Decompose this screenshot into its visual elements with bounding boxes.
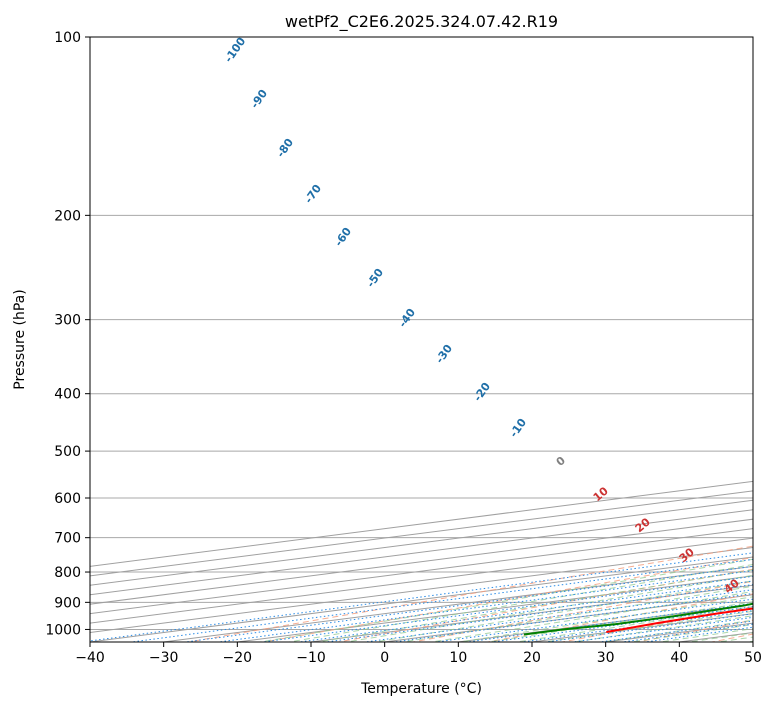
y-tick-label: 100 [54,30,81,46]
moist-adiabat-line [285,564,753,642]
x-tick-label: 40 [670,650,688,666]
x-tick-label: 0 [380,650,389,666]
moist-adiabat-label: 30 [677,545,697,565]
x-tick-label: −40 [75,650,105,666]
background-lines [90,37,753,642]
mixing-ratio-line [518,610,753,642]
moist-adiabat-line [257,558,753,642]
dry-adiabat-label: -30 [433,342,455,366]
x-tick-label: 50 [744,650,762,666]
mixing-ratio-line [432,598,753,642]
dry-adiabat-line [709,633,753,642]
dry-adiabat-label: -80 [274,136,296,160]
dry-adiabat-line [559,606,753,642]
moist-adiabat-line [484,601,753,642]
y-axis-ticks: 1000 900 800 700 600 500 400 300 200 100 [45,30,90,638]
series-layer [523,602,753,636]
dry-adiabat-label: -70 [302,182,324,206]
series-line-dewpoint [523,602,753,636]
y-tick-label: 200 [54,208,81,224]
dry-adiabat-line [484,593,753,642]
x-tick-label: −20 [223,650,253,666]
isotherm-line [90,556,753,642]
isotherm-line [90,490,753,577]
mixing-ratio-line [90,552,753,642]
y-tick-label: 300 [54,313,81,329]
dry-adiabat-line [410,580,753,642]
moist-adiabat-line [570,615,753,642]
mixing-ratio-line [390,593,753,642]
moist-adiabat-label: 0 [554,454,568,469]
dry-adiabat-label: -10 [507,416,529,440]
isotherm-line [527,613,753,642]
dry-adiabat-line [185,545,753,642]
x-tick-label: 10 [449,650,467,666]
moist-adiabat-line [343,574,753,642]
y-tick-label: 800 [54,565,81,581]
isotherm-line [90,499,753,586]
isotherm-line [90,480,753,567]
isotherm-line [90,528,753,615]
x-tick-label: −30 [149,650,179,666]
isotherm-line [748,641,753,642]
chart-title: wetPf2_C2E6.2025.324.07.42.R19 [285,12,558,32]
dry-adiabat-label: -60 [332,225,354,249]
isotherm-line [90,518,753,605]
isotherm-line [306,584,753,642]
isotherm-line [675,632,753,642]
dry-adiabat-label: -50 [364,266,386,290]
y-tick-label: 900 [54,595,81,611]
mixing-ratio-line [488,606,753,642]
background-labels: 0.10.20.40.611.52346810131620253036-100-… [222,35,742,596]
x-tick-label: 30 [597,650,615,666]
isotherm-line [90,509,753,596]
x-tick-label: −10 [296,650,326,666]
dry-adiabat-label: -100 [222,35,249,65]
isotherm-line [90,537,753,624]
moist-adiabat-line [371,580,753,642]
dry-adiabat-line [260,557,753,642]
plot-frame [89,36,754,643]
x-axis-label: Temperature (°C) [360,681,482,697]
y-axis-label: Pressure (hPa) [12,289,28,389]
x-tick-label: 20 [523,650,541,666]
y-tick-label: 400 [54,387,81,403]
moist-adiabat-label: 10 [591,484,611,504]
y-tick-label: 600 [54,491,81,507]
mixing-ratio-line [463,602,753,642]
x-axis-ticks: −40 −30 −20 −10 0 10 20 30 40 50 [75,642,762,666]
dry-adiabat-line [335,568,753,642]
y-tick-label: 700 [54,531,81,547]
mixing-ratio-line [361,589,753,642]
dry-adiabat-label: -90 [248,87,270,111]
series-line-temperature [606,607,753,633]
y-tick-label: 500 [54,444,81,460]
isotherm-line [90,547,753,634]
dry-adiabat-label: -20 [471,380,493,404]
y-tick-label: 1000 [45,622,81,638]
dry-adiabat-label: -40 [396,306,418,330]
